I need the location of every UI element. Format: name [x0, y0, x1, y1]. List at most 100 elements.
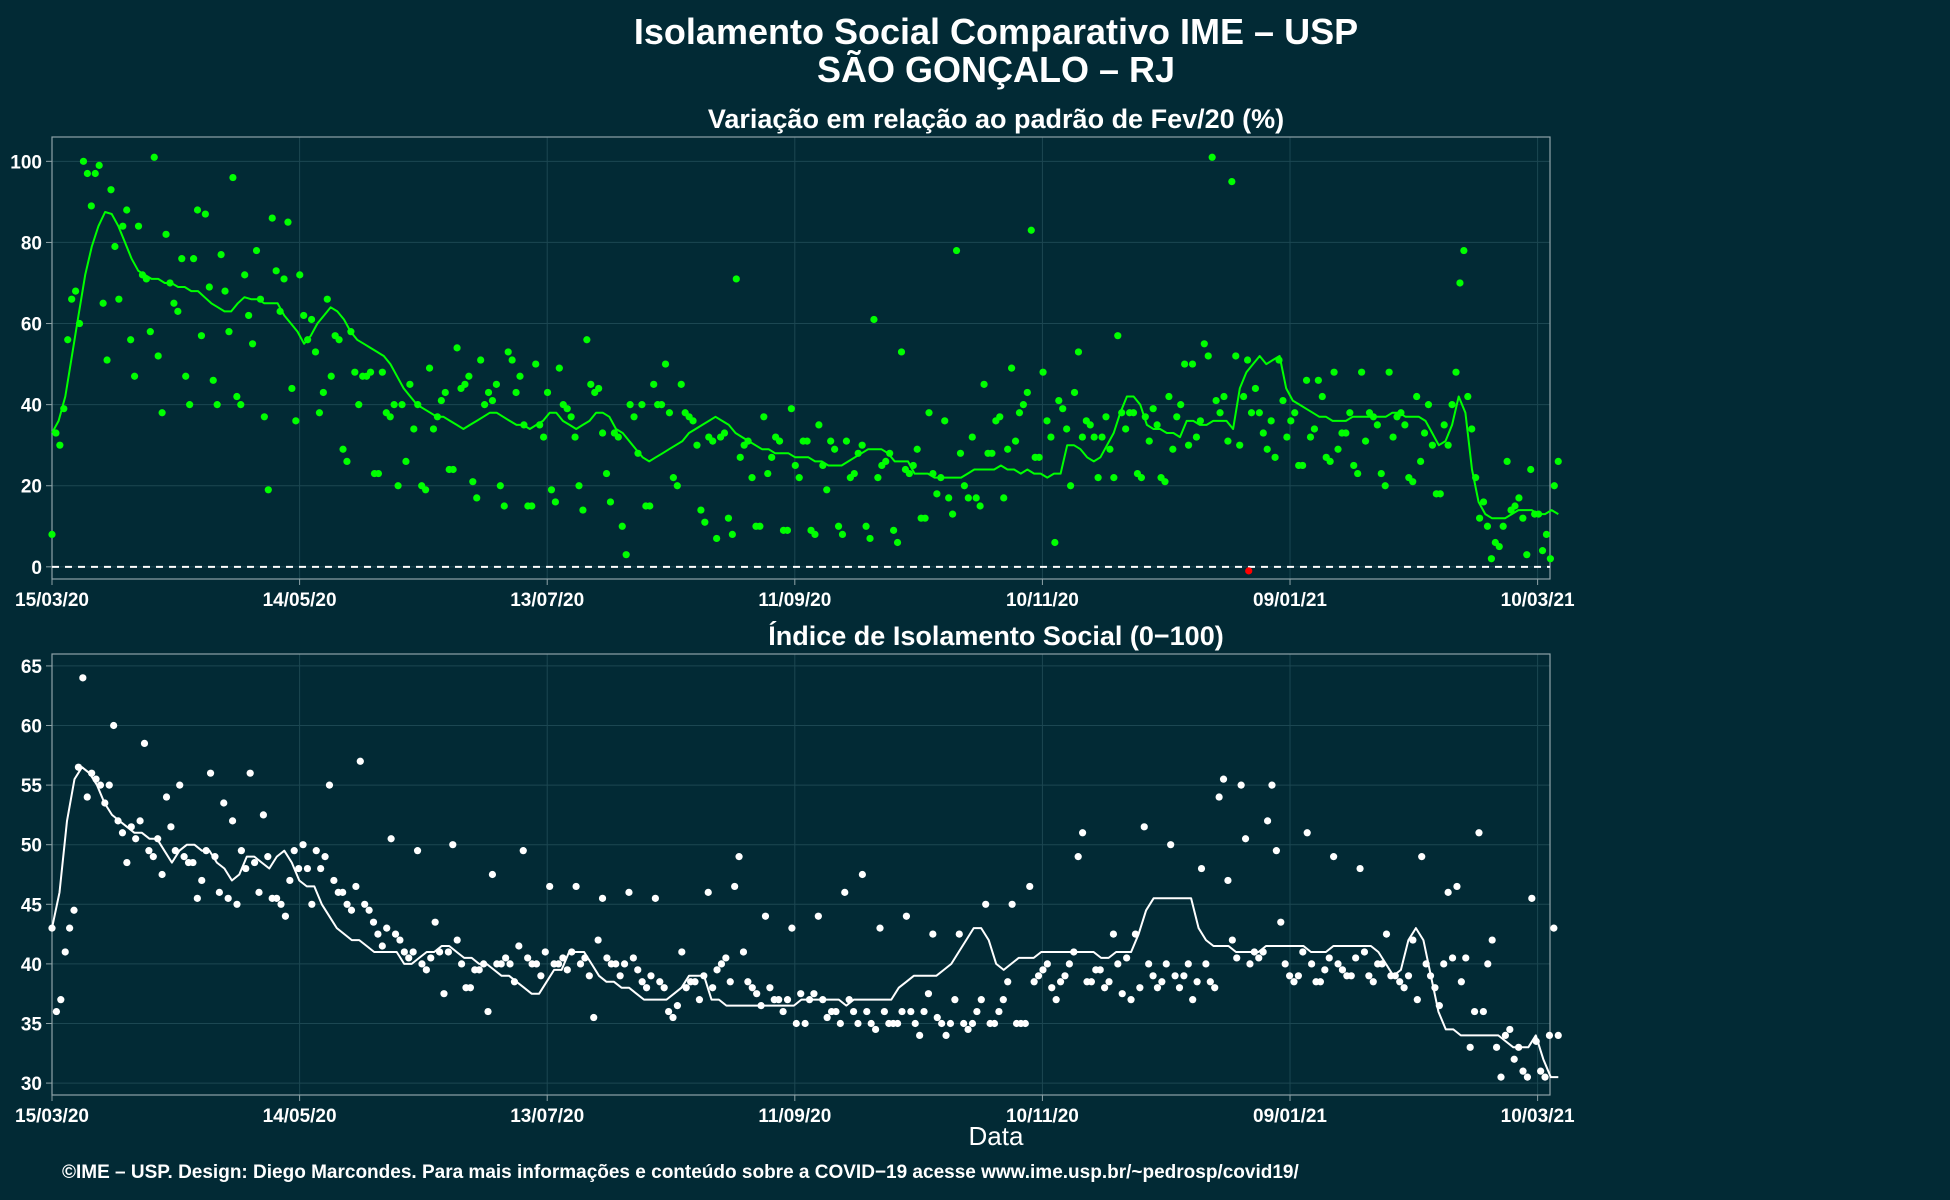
data-point [792, 1019, 800, 1028]
data-point [739, 948, 748, 956]
data-point [614, 433, 622, 441]
data-point [832, 1007, 840, 1016]
data-point [768, 453, 776, 461]
data-point [99, 299, 107, 307]
data-point [753, 990, 761, 998]
data-point [488, 396, 497, 405]
data-point [1468, 425, 1476, 433]
data-point [732, 275, 740, 283]
data-point [1511, 502, 1519, 510]
negative-data-point [1245, 567, 1253, 575]
data-point [559, 954, 567, 962]
data-point [52, 429, 60, 437]
data-point [547, 486, 556, 494]
data-point [343, 457, 351, 466]
data-point [1369, 978, 1377, 986]
data-point [292, 417, 300, 425]
data-point [612, 960, 620, 968]
data-point [972, 494, 980, 502]
data-point [201, 210, 209, 218]
data-point [220, 799, 228, 807]
data-point [1401, 421, 1409, 429]
data-point [638, 978, 646, 986]
data-point [1263, 445, 1271, 453]
data-point [827, 437, 835, 445]
data-point [1094, 474, 1102, 482]
data-point [1418, 853, 1426, 861]
data-point [1189, 996, 1197, 1004]
data-point [1358, 368, 1366, 376]
data-point [1137, 474, 1145, 482]
data-point [567, 413, 575, 421]
data-point [1413, 996, 1421, 1004]
data-point [1153, 984, 1162, 992]
data-point [876, 924, 884, 932]
data-point [400, 948, 408, 956]
data-point [766, 984, 774, 992]
data-point [1448, 401, 1456, 409]
data-point [1519, 514, 1527, 522]
data-point [295, 864, 303, 873]
data-point [1354, 469, 1362, 478]
data-point [921, 514, 929, 522]
data-point [1396, 978, 1404, 986]
data-point [1188, 360, 1197, 368]
data-point [1537, 1067, 1545, 1075]
data-point [951, 996, 959, 1004]
data-point [252, 246, 261, 255]
data-point [1008, 900, 1016, 908]
data-point [1206, 978, 1214, 986]
data-point [1090, 433, 1098, 441]
data-point [964, 1025, 972, 1034]
data-point [1208, 153, 1216, 161]
data-point [1346, 409, 1354, 417]
data-point [795, 474, 803, 482]
data-point [838, 530, 847, 538]
data-point [551, 498, 559, 506]
data-point [286, 876, 294, 885]
data-point [1499, 522, 1507, 530]
data-point [140, 739, 149, 747]
data-point [1294, 972, 1303, 980]
data-point [56, 441, 64, 449]
data-point [1004, 978, 1012, 986]
data-point [1542, 530, 1551, 538]
data-point [519, 847, 527, 855]
data-point [418, 960, 426, 968]
data-point [585, 972, 593, 980]
x-tick-label: 14/05/20 [263, 1106, 337, 1127]
data-point [783, 526, 792, 534]
chart-title: Isolamento Social Comparativo IME – USP [634, 11, 1358, 52]
bottom-panel-title: Índice de Isolamento Social (0−100) [768, 620, 1223, 651]
data-point [512, 388, 520, 397]
data-point [233, 392, 241, 401]
plot-frame [51, 136, 1551, 580]
data-point [1063, 425, 1071, 433]
data-point [351, 368, 359, 376]
data-point [541, 948, 549, 956]
data-point [1123, 954, 1131, 962]
data-point [907, 1007, 915, 1016]
data-point [1149, 405, 1157, 413]
data-point [132, 835, 140, 843]
data-point [1330, 368, 1338, 376]
data-point [673, 482, 681, 490]
data-point [427, 954, 435, 962]
data-point [1212, 396, 1220, 405]
data-point [1510, 1055, 1518, 1063]
data-point [1098, 433, 1106, 441]
moving-average-line [51, 766, 1559, 1079]
data-point [1200, 340, 1208, 348]
y-tick-label: 60 [21, 315, 42, 336]
data-point [603, 954, 611, 962]
data-point [638, 401, 646, 409]
data-point [1052, 996, 1060, 1004]
data-point [1325, 954, 1333, 962]
data-point [1251, 384, 1260, 393]
data-point [854, 1019, 862, 1028]
data-point [1204, 352, 1212, 360]
data-point [1181, 360, 1189, 368]
data-point [656, 978, 664, 986]
data-point [255, 888, 263, 896]
data-point [735, 853, 743, 861]
